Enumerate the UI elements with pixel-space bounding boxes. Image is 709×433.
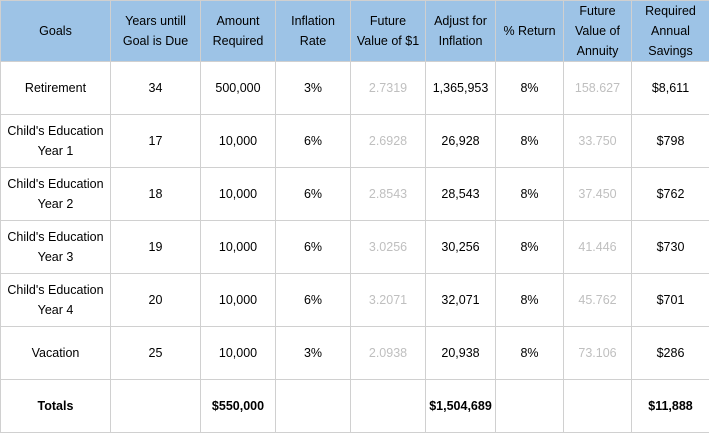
- goal-cell: Vacation: [1, 327, 111, 380]
- years-cell: 18: [111, 168, 201, 221]
- adjust-inflation-cell: 26,928: [426, 115, 496, 168]
- goal-label: Retirement: [25, 78, 86, 98]
- goal-cell: Retirement: [1, 62, 111, 115]
- required-savings-cell: $8,611: [632, 62, 709, 115]
- return-cell: 8%: [496, 115, 564, 168]
- totals-adjust-inflation: $1,504,689: [426, 380, 496, 433]
- header-inflation-rate-label: Inflation Rate: [291, 11, 335, 51]
- fv-of-1-cell: 2.0938: [351, 327, 426, 380]
- fv-of-1-cell: 2.6928: [351, 115, 426, 168]
- header-amount-label: Amount Required: [213, 11, 264, 51]
- goal-label: Child's Education Year 3: [7, 227, 103, 267]
- header-years: Years untill Goal is Due: [111, 1, 201, 62]
- table-row-vacation: Vacation 25 10,000 3% 2.0938 20,938 8% 7…: [1, 327, 709, 380]
- fv-of-1-cell: 3.2071: [351, 274, 426, 327]
- amount-cell: 10,000: [201, 168, 276, 221]
- goal-label: Vacation: [32, 343, 80, 363]
- return-cell: 8%: [496, 327, 564, 380]
- fv-annuity-cell: 37.450: [564, 168, 632, 221]
- header-fv-annuity-label: Future Value of Annuity: [575, 1, 620, 61]
- inflation-rate-cell: 3%: [276, 62, 351, 115]
- header-fv-of-1-label: Future Value of $1: [357, 11, 419, 51]
- fv-of-1-cell: 2.7319: [351, 62, 426, 115]
- adjust-inflation-cell: 32,071: [426, 274, 496, 327]
- years-cell: 17: [111, 115, 201, 168]
- years-cell: 25: [111, 327, 201, 380]
- inflation-rate-cell: 6%: [276, 115, 351, 168]
- adjust-inflation-cell: 20,938: [426, 327, 496, 380]
- table-row-education-year-1: Child's Education Year 1 17 10,000 6% 2.…: [1, 115, 709, 168]
- required-savings-cell: $286: [632, 327, 709, 380]
- header-required-savings: Required Annual Savings: [632, 1, 709, 62]
- goal-cell: Child's Education Year 1: [1, 115, 111, 168]
- header-fv-of-1: Future Value of $1: [351, 1, 426, 62]
- fv-annuity-cell: 45.762: [564, 274, 632, 327]
- amount-cell: 500,000: [201, 62, 276, 115]
- return-cell: 8%: [496, 274, 564, 327]
- fv-annuity-cell: 33.750: [564, 115, 632, 168]
- required-savings-cell: $730: [632, 221, 709, 274]
- totals-inflation-empty: [276, 380, 351, 433]
- inflation-rate-cell: 6%: [276, 168, 351, 221]
- return-cell: 8%: [496, 221, 564, 274]
- adjust-inflation-cell: 30,256: [426, 221, 496, 274]
- years-cell: 34: [111, 62, 201, 115]
- adjust-inflation-cell: 1,365,953: [426, 62, 496, 115]
- header-required-savings-label: Required Annual Savings: [645, 1, 696, 61]
- table-body: Retirement 34 500,000 3% 2.7319 1,365,95…: [1, 62, 709, 433]
- goal-label: Child's Education Year 1: [7, 121, 103, 161]
- required-savings-cell: $701: [632, 274, 709, 327]
- table-row-education-year-3: Child's Education Year 3 19 10,000 6% 3.…: [1, 221, 709, 274]
- totals-fv-of-1-empty: [351, 380, 426, 433]
- years-cell: 19: [111, 221, 201, 274]
- adjust-inflation-cell: 28,543: [426, 168, 496, 221]
- totals-return-empty: [496, 380, 564, 433]
- header-goals-label: Goals: [39, 21, 72, 41]
- header-row: Goals Years untill Goal is Due Amount Re…: [1, 1, 709, 62]
- required-savings-cell: $798: [632, 115, 709, 168]
- return-cell: 8%: [496, 62, 564, 115]
- header-return: % Return: [496, 1, 564, 62]
- fv-annuity-cell: 73.106: [564, 327, 632, 380]
- inflation-rate-cell: 6%: [276, 274, 351, 327]
- required-savings-cell: $762: [632, 168, 709, 221]
- table-row-retirement: Retirement 34 500,000 3% 2.7319 1,365,95…: [1, 62, 709, 115]
- fv-annuity-cell: 41.446: [564, 221, 632, 274]
- totals-fv-annuity-empty: [564, 380, 632, 433]
- inflation-rate-cell: 3%: [276, 327, 351, 380]
- return-cell: 8%: [496, 168, 564, 221]
- table-row-education-year-2: Child's Education Year 2 18 10,000 6% 2.…: [1, 168, 709, 221]
- inflation-rate-cell: 6%: [276, 221, 351, 274]
- header-adjust-inflation: Adjust for Inflation: [426, 1, 496, 62]
- fv-of-1-cell: 3.0256: [351, 221, 426, 274]
- header-years-label: Years untill Goal is Due: [123, 11, 188, 51]
- totals-amount: $550,000: [201, 380, 276, 433]
- amount-cell: 10,000: [201, 221, 276, 274]
- amount-cell: 10,000: [201, 274, 276, 327]
- header-adjust-inflation-label: Adjust for Inflation: [434, 11, 487, 51]
- header-amount: Amount Required: [201, 1, 276, 62]
- amount-cell: 10,000: [201, 115, 276, 168]
- table-row-education-year-4: Child's Education Year 4 20 10,000 6% 3.…: [1, 274, 709, 327]
- goal-cell: Child's Education Year 2: [1, 168, 111, 221]
- header-fv-annuity: Future Value of Annuity: [564, 1, 632, 62]
- totals-label: Totals: [1, 380, 111, 433]
- goal-cell: Child's Education Year 4: [1, 274, 111, 327]
- header-goals: Goals: [1, 1, 111, 62]
- years-cell: 20: [111, 274, 201, 327]
- goal-label: Child's Education Year 2: [7, 174, 103, 214]
- totals-required-savings: $11,888: [632, 380, 709, 433]
- fv-annuity-cell: 158.627: [564, 62, 632, 115]
- header-inflation-rate: Inflation Rate: [276, 1, 351, 62]
- goal-label: Child's Education Year 4: [7, 280, 103, 320]
- goal-cell: Child's Education Year 3: [1, 221, 111, 274]
- table-header: Goals Years untill Goal is Due Amount Re…: [1, 1, 709, 62]
- totals-row: Totals $550,000 $1,504,689 $11,888: [1, 380, 709, 433]
- fv-of-1-cell: 2.8543: [351, 168, 426, 221]
- totals-years-empty: [111, 380, 201, 433]
- header-return-label: % Return: [503, 21, 555, 41]
- amount-cell: 10,000: [201, 327, 276, 380]
